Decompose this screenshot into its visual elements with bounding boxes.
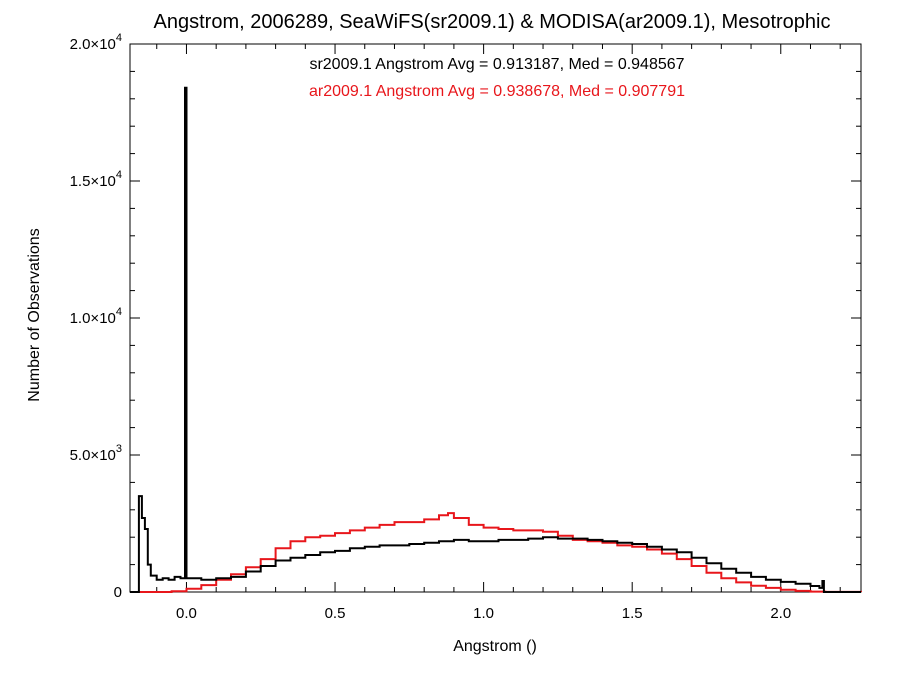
y-tick-mantissa: 2.0×10 <box>70 36 116 53</box>
y-tick-label: 2.0×104 <box>70 32 122 53</box>
x-tick-label: 2.0 <box>770 605 791 622</box>
x-tick-label: 1.0 <box>473 605 494 622</box>
x-tick-label: 1.5 <box>622 605 643 622</box>
y-tick-exponent: 4 <box>116 306 122 318</box>
y-tick-label: 5.0×103 <box>70 443 122 464</box>
y-tick-mantissa: 1.5×10 <box>70 173 116 190</box>
series-line-ar2009-1 <box>130 512 862 593</box>
y-tick-exponent: 4 <box>116 32 122 44</box>
y-tick-label: 1.0×104 <box>70 306 122 327</box>
y-tick-label: 0 <box>114 584 122 601</box>
plot-frame <box>129 43 862 593</box>
series-layer <box>130 86 862 593</box>
y-tick-mantissa: 5.0×10 <box>70 447 116 464</box>
chart-title: Angstrom, 2006289, SeaWiFS(sr2009.1) & M… <box>154 11 831 33</box>
annotation-ar: ar2009.1 Angstrom Avg = 0.938678, Med = … <box>309 83 685 100</box>
y-tick-label: 1.5×104 <box>70 169 122 190</box>
y-tick-mantissa: 1.0×10 <box>70 310 116 327</box>
series-line-sr2009-1 <box>130 86 861 593</box>
y-tick-exponent: 3 <box>116 443 122 455</box>
x-tick-label: 0.5 <box>325 605 346 622</box>
y-tick-mantissa: 0 <box>114 584 122 601</box>
y-tick-exponent: 4 <box>116 169 122 181</box>
x-axis-label: Angstrom () <box>453 638 537 655</box>
x-tick-label: 0.0 <box>176 605 197 622</box>
annotation-sr: sr2009.1 Angstrom Avg = 0.913187, Med = … <box>309 56 684 73</box>
axis-ticks: 0.0 0.5 1.0 1.5 2.005.0×1031.0×1041.5×1042.0… <box>70 32 861 622</box>
y-axis-label: Number of Observations <box>26 228 43 401</box>
